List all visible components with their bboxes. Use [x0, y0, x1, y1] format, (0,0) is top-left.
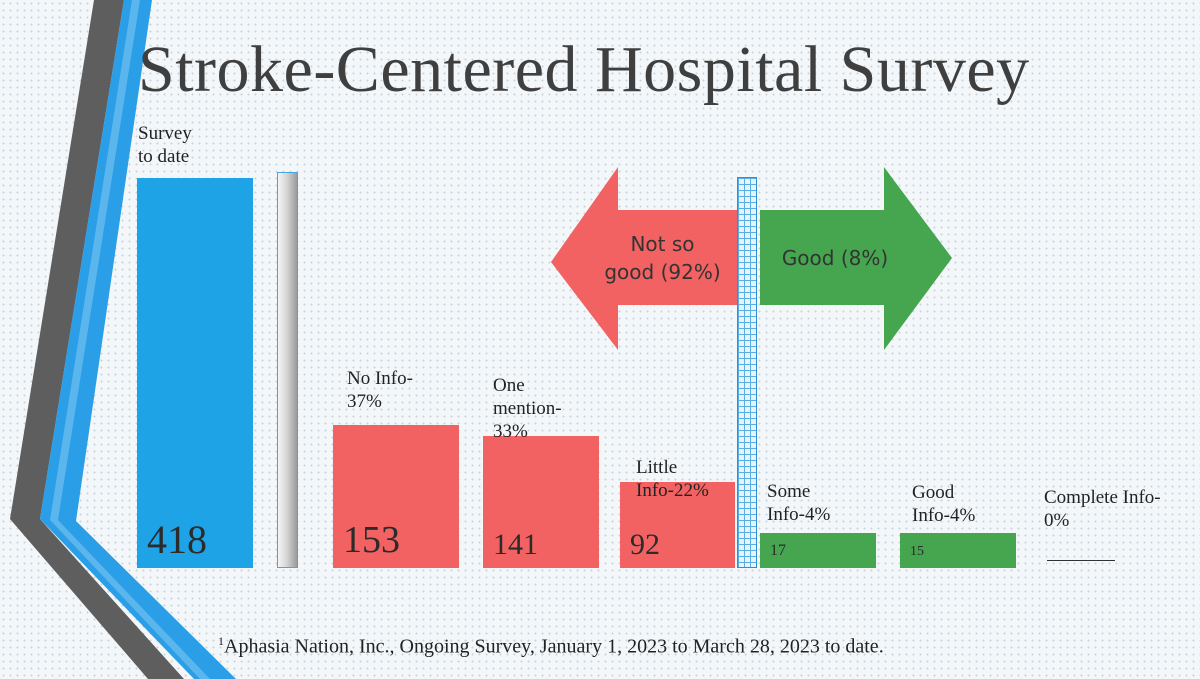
bar	[620, 482, 735, 568]
bar-value-label: 153	[343, 519, 400, 562]
bar-value-label: 15	[910, 543, 924, 559]
separator-bar	[277, 172, 298, 568]
bar	[760, 533, 876, 568]
zero-bar-line	[1047, 560, 1115, 561]
blue-stripe-highlight	[50, 0, 210, 679]
footnote: 1Aphasia Nation, Inc., Ongoing Survey, J…	[218, 634, 884, 659]
bar	[333, 425, 459, 568]
gray-stripe	[10, 0, 184, 679]
not-so-good-arrow	[551, 167, 740, 350]
bar-category-label: Little Info-22%	[636, 457, 709, 501]
bar-category-label: Complete Info- 0%	[1044, 487, 1161, 531]
bar-value-label: 92	[630, 527, 660, 561]
footnote-mark: 1	[218, 634, 224, 648]
not-so-good-label: Not so good (92%)	[604, 232, 721, 284]
bar	[483, 436, 599, 568]
bar	[900, 533, 1016, 568]
bar-category-label: Good Info-4%	[912, 482, 976, 526]
bar-value-label: 17	[770, 541, 786, 559]
bar-value-label: 418	[147, 517, 207, 562]
bar-category-label: Some Info-4%	[767, 481, 831, 525]
bar-category-label: Survey to date	[138, 123, 192, 167]
page-title: Stroke-Centered Hospital Survey	[138, 33, 1030, 106]
bar-category-label: One mention- 33%	[493, 375, 562, 442]
footnote-text: Aphasia Nation, Inc., Ongoing Survey, Ja…	[224, 635, 884, 658]
bar-value-label: 141	[493, 527, 538, 561]
bar	[137, 178, 253, 568]
good-arrow	[760, 167, 952, 350]
bar-category-label: No Info- 37%	[347, 368, 413, 412]
good-divider	[737, 177, 757, 568]
good-label: Good (8%)	[781, 246, 889, 270]
